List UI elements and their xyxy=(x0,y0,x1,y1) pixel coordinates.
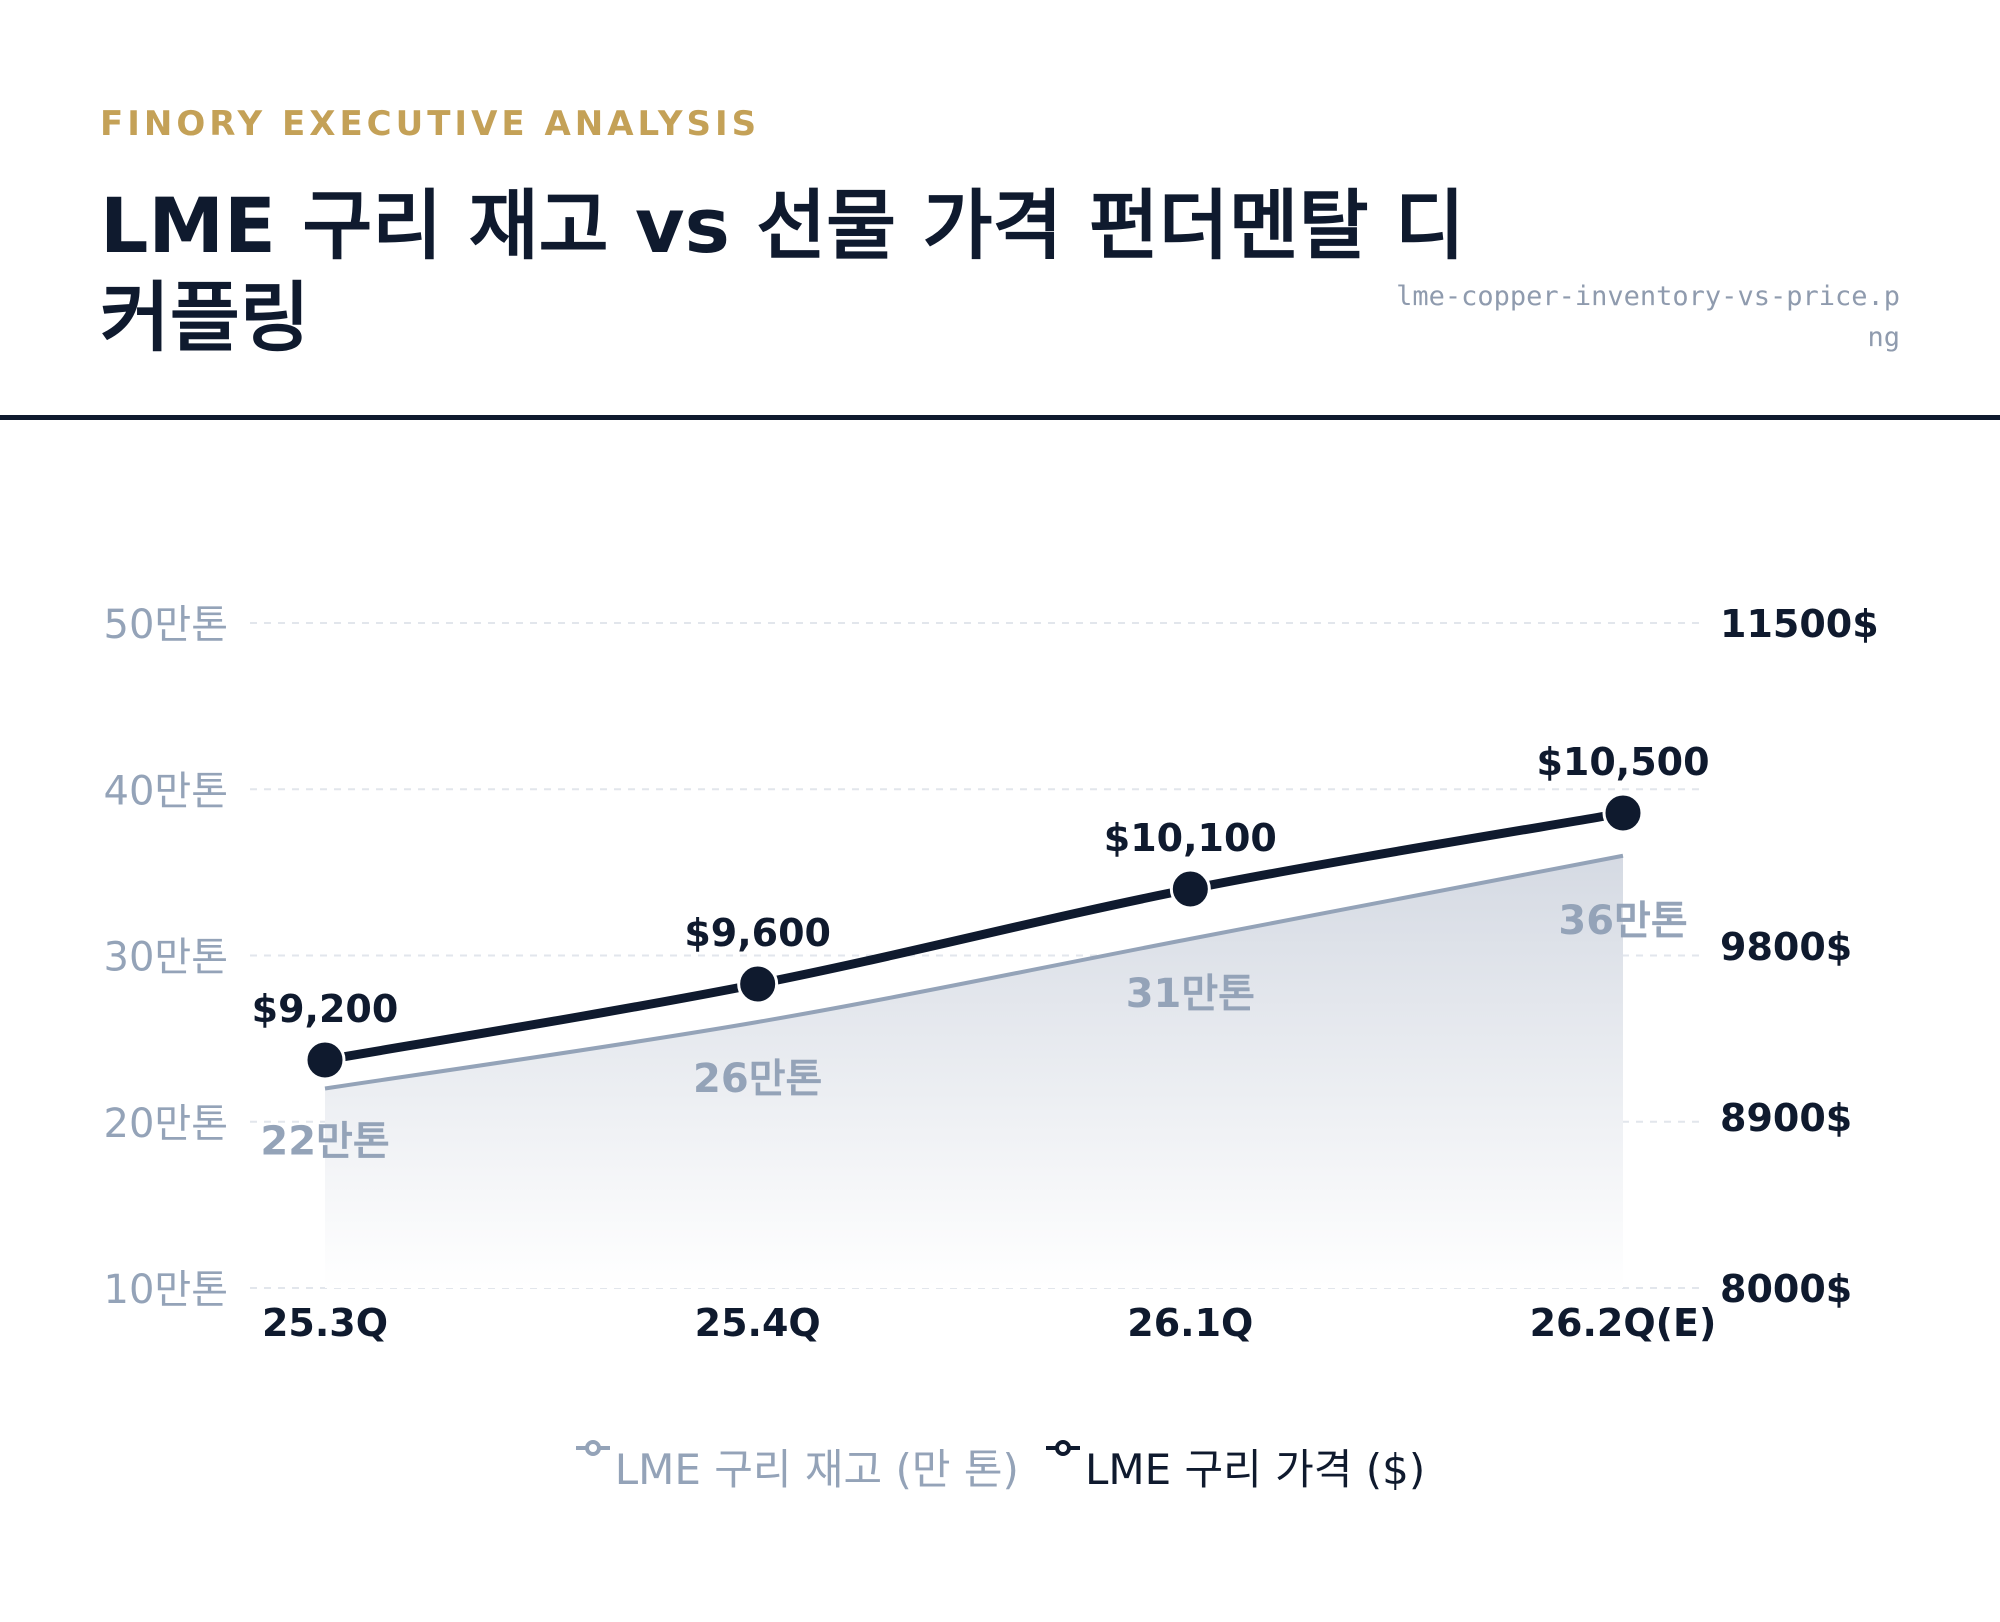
legend-item-price[interactable]: LME 구리 가격 ($) xyxy=(1045,1436,1425,1497)
price-point xyxy=(304,1039,346,1081)
price-data-label: $10,500 xyxy=(1536,740,1709,784)
price-line xyxy=(320,808,1628,1065)
report-kicker: FINORY EXECUTIVE ANALYSIS xyxy=(100,104,761,144)
y-right-tick-label: 8000$ xyxy=(1720,1267,1852,1311)
x-tick-label: 25.4Q xyxy=(695,1301,821,1345)
y-left-tick-label: 30만톤 xyxy=(104,935,229,981)
legend-swatch-inventory xyxy=(575,1440,610,1456)
x-tick-label: 26.2Q(E) xyxy=(1530,1301,1717,1345)
price-point xyxy=(737,963,779,1005)
file-name: lme-copper-inventory-vs-price.png xyxy=(1396,281,1900,353)
chart-legend: LME 구리 재고 (만 톤) LME 구리 가격 ($) xyxy=(0,1436,2000,1497)
price-data-label: $9,200 xyxy=(252,987,399,1031)
y-right-tick-label: 11500$ xyxy=(1720,602,1879,646)
inventory-data-label: 36만톤 xyxy=(1558,898,1687,944)
y-right-tick-label: 9800$ xyxy=(1720,925,1852,969)
price-point xyxy=(1169,868,1211,910)
x-tick-label: 25.3Q xyxy=(262,1301,388,1345)
inventory-area xyxy=(325,855,1623,1288)
price-data-label: $10,100 xyxy=(1104,816,1277,860)
price-point xyxy=(1602,792,1644,834)
y-right-tick-label: 8900$ xyxy=(1720,1096,1852,1140)
price-data-label: $9,600 xyxy=(684,911,831,955)
header-divider xyxy=(0,415,2000,420)
legend-item-inventory[interactable]: LME 구리 재고 (만 톤) xyxy=(575,1436,1019,1497)
y-left-tick-label: 10만톤 xyxy=(104,1267,229,1313)
y-left-tick-label: 50만톤 xyxy=(104,602,229,648)
legend-label-inventory: LME 구리 재고 (만 톤) xyxy=(614,1445,1019,1494)
y-left-tick-label: 20만톤 xyxy=(104,1101,229,1147)
legend-label-price: LME 구리 가격 ($) xyxy=(1084,1445,1426,1494)
inventory-data-label: 31만톤 xyxy=(1126,971,1255,1017)
inventory-line xyxy=(324,853,1624,1091)
inventory-data-label: 26만톤 xyxy=(693,1056,822,1102)
inventory-data-label: 22만톤 xyxy=(260,1119,389,1165)
y-left-tick-label: 40만톤 xyxy=(104,768,229,814)
x-tick-label: 26.1Q xyxy=(1127,1301,1253,1345)
legend-swatch-price xyxy=(1045,1440,1080,1456)
chart-title: LME 구리 재고 vs 선물 가격 펀더멘탈 디커플링 xyxy=(100,181,1465,362)
